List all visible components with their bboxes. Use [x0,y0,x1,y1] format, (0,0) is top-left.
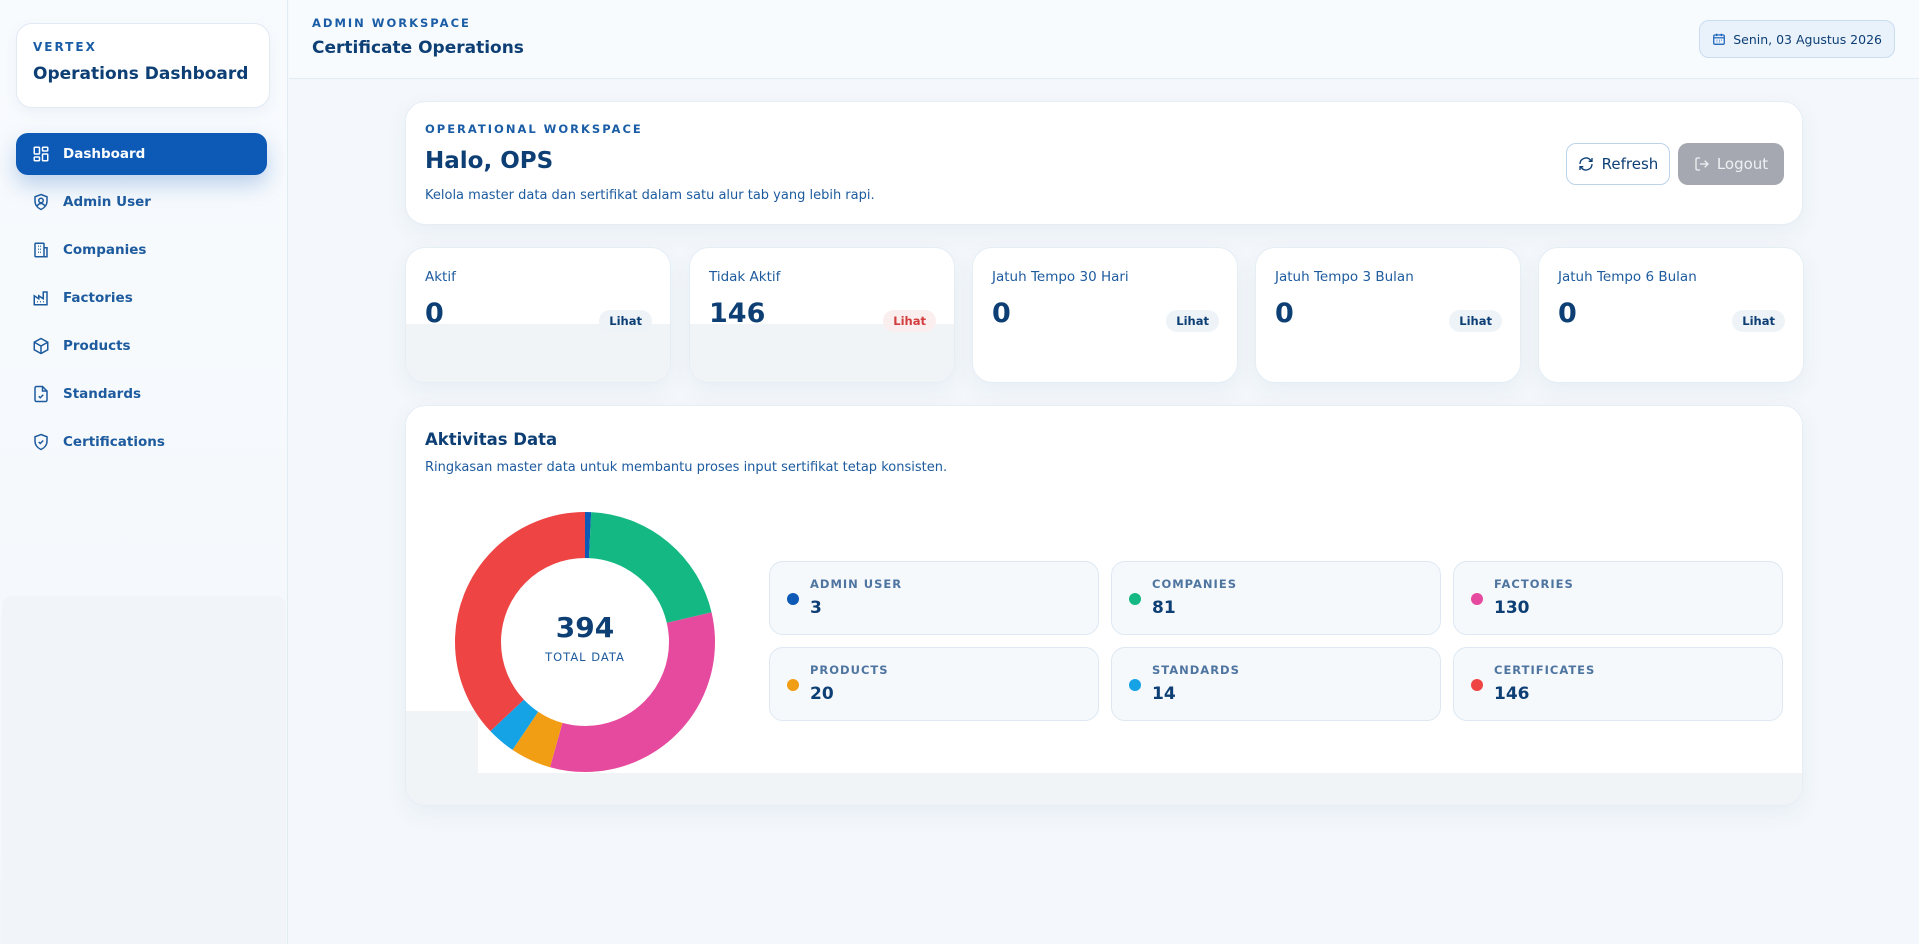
legend-name: FACTORIES [1494,577,1574,591]
stat-value: 0 [1275,298,1294,329]
shield-check-icon [32,433,50,451]
welcome-title: Halo, OPS [425,148,554,174]
top-header: ADMIN WORKSPACE Certificate Operations S… [289,0,1919,79]
sidebar-item-label: Certifications [63,434,165,450]
activity-title: Aktivitas Data [425,430,558,449]
donut-chart: 394 TOTAL DATA [454,511,716,773]
sidebar-item-label: Standards [63,386,142,402]
view-link[interactable]: Lihat [1732,310,1785,332]
package-icon [32,337,50,355]
stat-card-due-6-months: Jatuh Tempo 6 Bulan 0 Lihat [1538,247,1804,383]
legend-dot [1471,593,1483,605]
legend-dot [787,593,799,605]
stat-value: 0 [425,298,444,329]
stat-value: 146 [709,298,766,329]
refresh-icon [1578,156,1594,172]
sidebar-item-label: Factories [63,290,133,306]
welcome-subtitle: Kelola master data dan sertifikat dalam … [425,188,875,203]
shield-user-icon [32,193,50,211]
legend-item-standards: STANDARDS 14 [1111,647,1441,721]
sidebar-item-standards[interactable]: Standards [16,373,267,415]
stat-card-tidak-aktif: Tidak Aktif 146 Lihat [689,247,955,383]
stat-label: Jatuh Tempo 30 Hari [992,269,1129,285]
sidebar-item-label: Products [63,338,131,354]
stat-card-aktif: Aktif 0 Lihat [405,247,671,383]
legend-dot [787,679,799,691]
view-link[interactable]: Lihat [883,310,936,332]
logout-button[interactable]: Logout [1678,143,1784,185]
legend-item-products: PRODUCTS 20 [769,647,1099,721]
legend-item-admin-user: ADMIN USER 3 [769,561,1099,635]
legend-item-companies: COMPANIES 81 [1111,561,1441,635]
legend-name: ADMIN USER [810,577,903,591]
activity-card: Aktivitas Data Ringkasan master data unt… [405,405,1803,806]
legend-value: 146 [1494,684,1530,704]
legend-value: 81 [1152,598,1176,618]
calendar-icon [1712,32,1726,46]
brand-title: Operations Dashboard [33,64,249,84]
legend-name: COMPANIES [1152,577,1237,591]
legend-dot [1129,593,1141,605]
legend-dot [1471,679,1483,691]
sidebar-item-dashboard[interactable]: Dashboard [16,133,267,175]
sidebar-nav: Dashboard Admin User Companies Factories… [16,133,267,469]
building-icon [32,241,50,259]
file-check-icon [32,385,50,403]
page-title: Certificate Operations [312,38,524,58]
sidebar-item-certifications[interactable]: Certifications [16,421,267,463]
brand-eyebrow: VERTEX [33,40,97,54]
legend-item-factories: FACTORIES 130 [1453,561,1783,635]
sidebar-item-factories[interactable]: Factories [16,277,267,319]
stat-value: 0 [1558,298,1577,329]
legend-name: PRODUCTS [810,663,889,677]
legend-value: 3 [810,598,822,618]
legend-value: 130 [1494,598,1530,618]
sidebar-item-products[interactable]: Products [16,325,267,367]
welcome-eyebrow: OPERATIONAL WORKSPACE [425,122,643,136]
donut-total-label: TOTAL DATA [545,650,625,664]
logout-label: Logout [1716,155,1769,173]
stat-label: Jatuh Tempo 6 Bulan [1558,269,1697,285]
stat-card-due-30-days: Jatuh Tempo 30 Hari 0 Lihat [972,247,1238,383]
donut-slice-certificates [455,512,715,772]
date-text: Senin, 03 Agustus 2026 [1733,31,1882,47]
legend-name: CERTIFICATES [1494,663,1596,677]
stat-card-due-3-months: Jatuh Tempo 3 Bulan 0 Lihat [1255,247,1521,383]
stat-label: Tidak Aktif [709,269,781,285]
stat-label: Aktif [425,269,456,285]
welcome-card: OPERATIONAL WORKSPACE Halo, OPS Kelola m… [405,101,1803,225]
sidebar-item-admin-user[interactable]: Admin User [16,181,267,223]
date-chip: Senin, 03 Agustus 2026 [1699,20,1895,58]
legend-name: STANDARDS [1152,663,1240,677]
donut-slice-factories [455,512,715,772]
legend-value: 20 [810,684,834,704]
refresh-button[interactable]: Refresh [1566,143,1670,185]
donut-center: 394 TOTAL DATA [454,611,716,664]
legend-item-certificates: CERTIFICATES 146 [1453,647,1783,721]
stat-value: 0 [992,298,1011,329]
view-link[interactable]: Lihat [599,310,652,332]
activity-subtitle: Ringkasan master data untuk membantu pro… [425,460,948,475]
dashboard-icon [32,145,50,163]
refresh-label: Refresh [1601,155,1659,173]
header-eyebrow: ADMIN WORKSPACE [312,16,471,30]
legend-value: 14 [1152,684,1176,704]
donut-svg [455,512,715,772]
donut-total-value: 394 [555,611,615,644]
sidebar-item-label: Dashboard [63,146,146,162]
logout-icon [1694,156,1710,172]
factory-icon [32,289,50,307]
view-link[interactable]: Lihat [1166,310,1219,332]
sidebar-item-label: Admin User [63,194,151,210]
stat-label: Jatuh Tempo 3 Bulan [1275,269,1414,285]
view-link[interactable]: Lihat [1449,310,1502,332]
legend-grid: ADMIN USER 3 COMPANIES 81 FACTORIES 130 … [769,561,1786,721]
sidebar: VERTEX Operations Dashboard Dashboard Ad… [0,0,288,944]
sidebar-item-companies[interactable]: Companies [16,229,267,271]
sidebar-lower-panel [2,596,286,944]
legend-dot [1129,679,1141,691]
sidebar-item-label: Companies [63,242,147,258]
brand-card: VERTEX Operations Dashboard [16,23,270,108]
